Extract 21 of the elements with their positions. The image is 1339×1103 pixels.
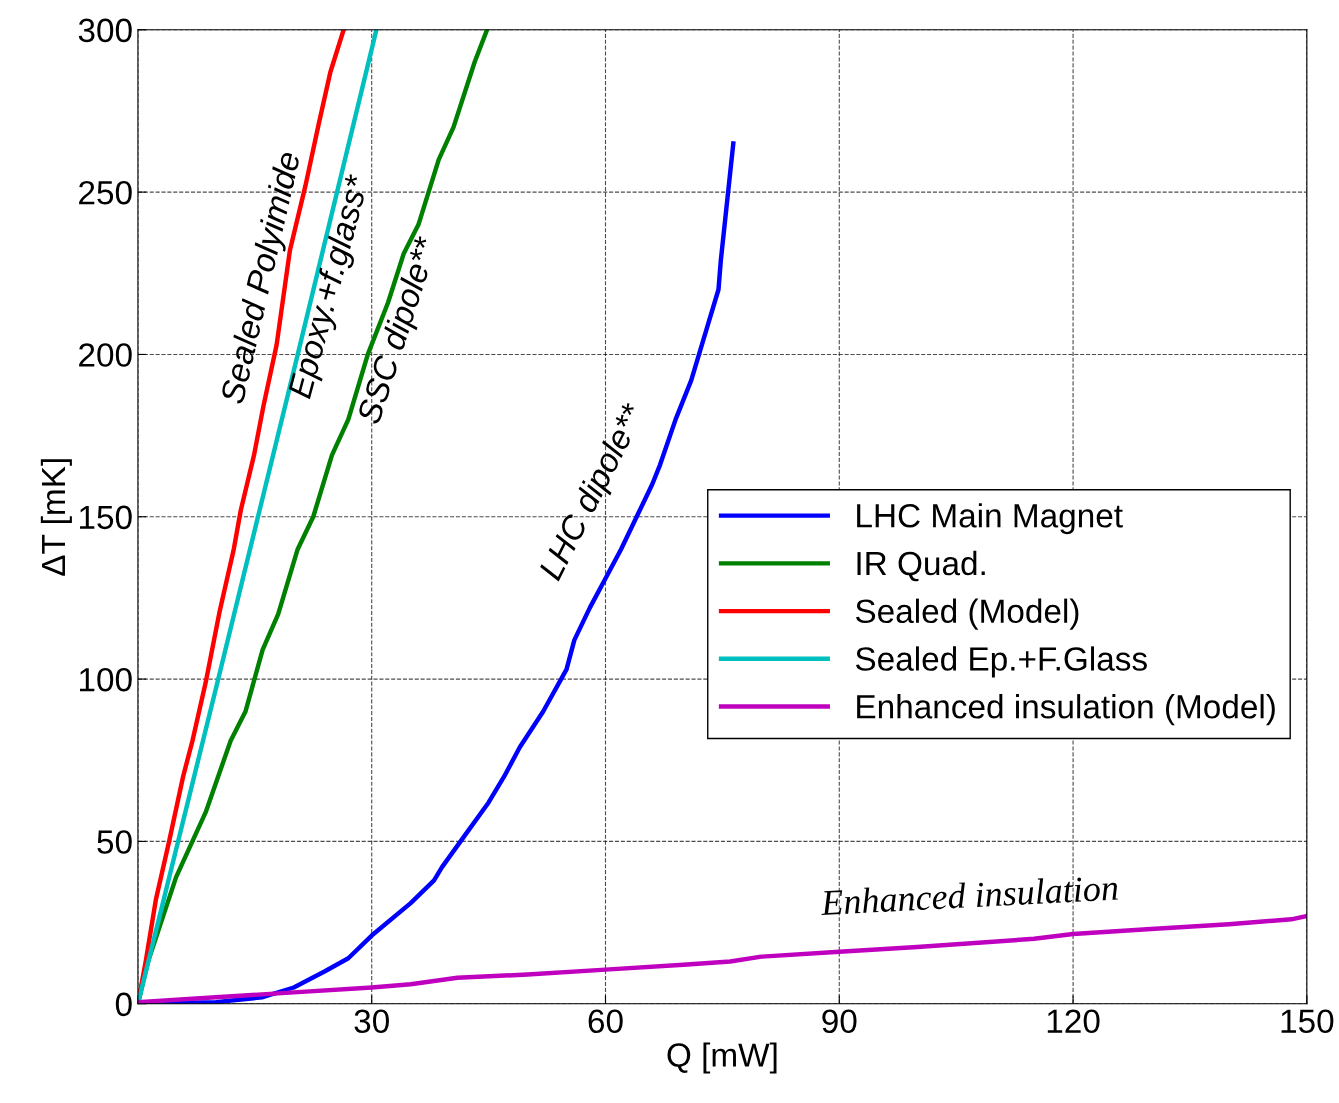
annotation: Enhanced insulation (820, 874, 1118, 916)
x-tick-label: 90 (822, 1009, 857, 1034)
legend-label: Enhanced insulation (Model) (857, 694, 1275, 726)
y-tick-label: 150 (79, 505, 132, 530)
x-tick-label: 30 (354, 1009, 389, 1034)
y-tick-label: 200 (79, 343, 132, 367)
legend-label: LHC Main Magnet (857, 503, 1123, 535)
y-tick-label: 300 (78, 18, 132, 43)
y-tick-label: 0 (115, 992, 132, 1017)
legend-label: Sealed Ep.+F.Glass (855, 646, 1147, 678)
y-axis-title: ΔT [mK] (40, 459, 72, 576)
y-tick-label: 50 (97, 830, 132, 854)
legend-label: Sealed (Model) (855, 598, 1079, 630)
x-tick-label: 150 (1281, 1009, 1334, 1034)
legend-label: IR Quad. (857, 550, 985, 582)
y-tick-label: 100 (79, 667, 132, 692)
annotation: LHC dipole** (537, 400, 652, 585)
x-axis-title: Q [mW] (667, 1042, 777, 1074)
x-tick-label: 120 (1047, 1009, 1100, 1034)
y-tick-label: 250 (79, 180, 132, 205)
x-tick-label: 60 (588, 1009, 623, 1034)
